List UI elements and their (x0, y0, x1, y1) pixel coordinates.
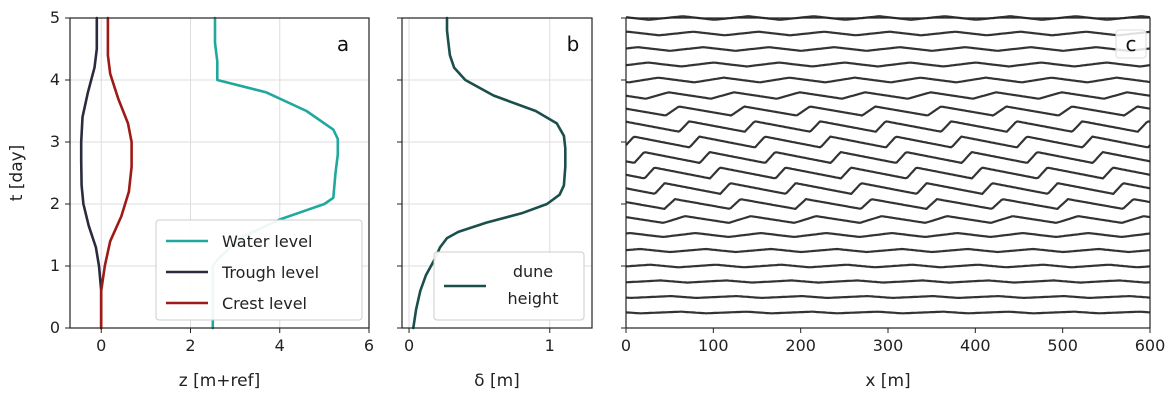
bed-profile-line (625, 46, 1151, 52)
panel-label-c: c (1126, 32, 1137, 56)
y-tick-label-1: 1 (50, 256, 60, 275)
bed-profile-line (625, 135, 1151, 149)
legend-label-water-level: Water level (222, 232, 312, 251)
bed-profile-line (625, 76, 1151, 84)
x-tick-label-b-1: 1 (545, 336, 555, 355)
x-tick-label-a-1: 2 (185, 336, 195, 355)
bed-profile-line (625, 310, 1151, 315)
x-tick-label-c-6: 600 (1135, 336, 1166, 355)
legend-a: Water level Trough level Crest level (155, 219, 363, 321)
x-axis-label-b: δ [m] (474, 371, 520, 391)
bed-profile-line (625, 166, 1151, 180)
x-ticks-a: 0 2 4 6 (96, 328, 374, 355)
axes-frame-b (401, 17, 593, 329)
legend-box-a (155, 219, 363, 321)
bed-profile-line (625, 279, 1151, 284)
y-tick-label-3: 3 (50, 132, 60, 151)
bed-profile-line (625, 91, 1151, 100)
legend-label-height: height (508, 289, 559, 308)
x-tick-label-c-4: 400 (960, 336, 991, 355)
panel-label-b: b (567, 32, 580, 56)
x-axis-label-a: z [m+ref] (179, 371, 260, 391)
bed-profile-line (625, 182, 1151, 195)
y-tick-label-0: 0 (50, 318, 60, 337)
x-tick-label-c-3: 300 (873, 336, 904, 355)
bed-profile-line (625, 295, 1151, 299)
x-tick-label-c-5: 500 (1047, 336, 1078, 355)
legend-b: dune height (433, 251, 585, 321)
series-line-crest-level (99, 16, 133, 330)
bed-profile-line (625, 263, 1151, 269)
x-tick-label-a-0: 0 (96, 336, 106, 355)
panel-c: 0 100 200 300 400 500 600 x [m] c (621, 15, 1165, 391)
panel-label-a: a (337, 32, 349, 56)
y-axis-label: t [day] (7, 145, 27, 202)
legend-box-b (433, 251, 585, 321)
y-ticks-b (397, 17, 402, 329)
x-tick-label-a-2: 4 (275, 336, 285, 355)
bed-profile-line (625, 105, 1151, 117)
bed-profile-line (625, 61, 1151, 68)
bed-profile-line (625, 151, 1151, 164)
legend-label-trough-level: Trough level (221, 263, 319, 282)
bed-profile-line (625, 232, 1151, 238)
x-tick-label-a-3: 6 (364, 336, 374, 355)
x-axis-label-c: x [m] (865, 371, 910, 391)
legend-label-dune: dune (513, 262, 553, 281)
y-tick-label-5: 5 (50, 8, 60, 27)
bed-profile-line (625, 215, 1151, 224)
legend-label-crest-level: Crest level (222, 294, 307, 313)
x-tick-label-c-2: 200 (785, 336, 816, 355)
axes-frame-a (69, 17, 370, 329)
y-ticks-c (621, 17, 626, 329)
series-line-trough-level (79, 16, 103, 330)
bed-profile-line (625, 198, 1151, 210)
bed-profile-line (625, 120, 1151, 133)
y-tick-label-2: 2 (50, 194, 60, 213)
bed-profile-line (625, 247, 1151, 254)
y-ticks-a: 0 1 2 3 4 5 (50, 8, 70, 337)
x-tick-label-b-0: 0 (404, 336, 414, 355)
panel-label-background-c (1115, 29, 1147, 59)
x-tick-label-c-1: 100 (698, 336, 729, 355)
y-tick-label-4: 4 (50, 70, 60, 89)
series-group-c (625, 15, 1151, 315)
bed-profile-line (625, 30, 1151, 37)
x-ticks-c: 0 100 200 300 400 500 600 (621, 328, 1165, 355)
panel-a: 0 2 4 6 0 1 2 3 4 5 z [m+ref] t [day] a Water le… (7, 8, 374, 391)
x-tick-label-c-0: 0 (621, 336, 631, 355)
